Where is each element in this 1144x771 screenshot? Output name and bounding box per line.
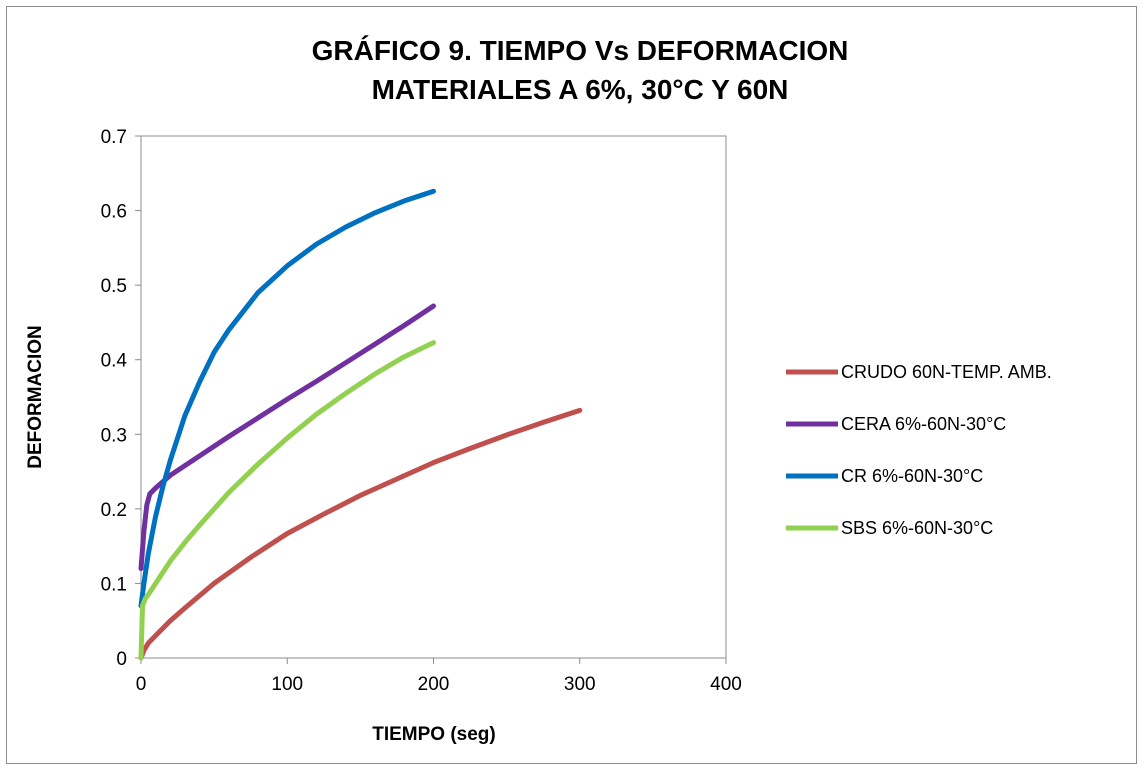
x-tick-label: 200 — [418, 674, 450, 695]
x-tick-label: 0 — [136, 674, 147, 695]
chart-title-line1: GRÁFICO 9. TIEMPO Vs DEFORMACION — [312, 35, 849, 66]
y-tick-label: 0.6 — [101, 202, 127, 223]
legend-label-4: SBS 6%-60N-30°C — [841, 518, 993, 538]
y-axis-title: DEFORMACION — [25, 325, 46, 469]
series-line-3 — [138, 188, 436, 609]
y-tick-label: 0.5 — [101, 276, 127, 297]
series-lines — [138, 188, 583, 661]
x-tick-label: 400 — [710, 674, 742, 695]
y-tick-label: 0.1 — [101, 574, 127, 595]
plot-area — [140, 135, 727, 659]
y-tick-label: 0.4 — [101, 351, 128, 372]
y-tick-label: 0.3 — [101, 425, 127, 446]
y-axis-ticks: 0 0.1 0.2 0.3 0.4 0.5 0.6 0.7 — [101, 127, 141, 670]
x-tick-label: 100 — [271, 674, 303, 695]
y-tick-label: 0.7 — [101, 127, 127, 148]
legend-label-1: CRUDO 60N-TEMP. AMB. — [841, 362, 1052, 382]
legend-label-2: CERA 6%-60N-30°C — [841, 414, 1006, 434]
x-axis-ticks: 0 100 200 300 400 — [136, 658, 742, 695]
y-tick-label: 0.2 — [101, 500, 127, 521]
series-line-2 — [138, 303, 436, 571]
y-tick-label: 0 — [116, 649, 127, 670]
x-axis-title: TIEMPO (seg) — [372, 724, 496, 745]
series-line-1 — [138, 407, 583, 661]
series-line-4 — [138, 340, 436, 661]
x-tick-label: 300 — [564, 674, 596, 695]
legend: CRUDO 60N-TEMP. AMB. CERA 6%-60N-30°C CR 6… — [786, 362, 1052, 538]
legend-label-3: CR 6%-60N-30°C — [841, 466, 983, 486]
chart-title-line2: MATERIALES A 6%, 30°C Y 60N — [372, 74, 789, 105]
